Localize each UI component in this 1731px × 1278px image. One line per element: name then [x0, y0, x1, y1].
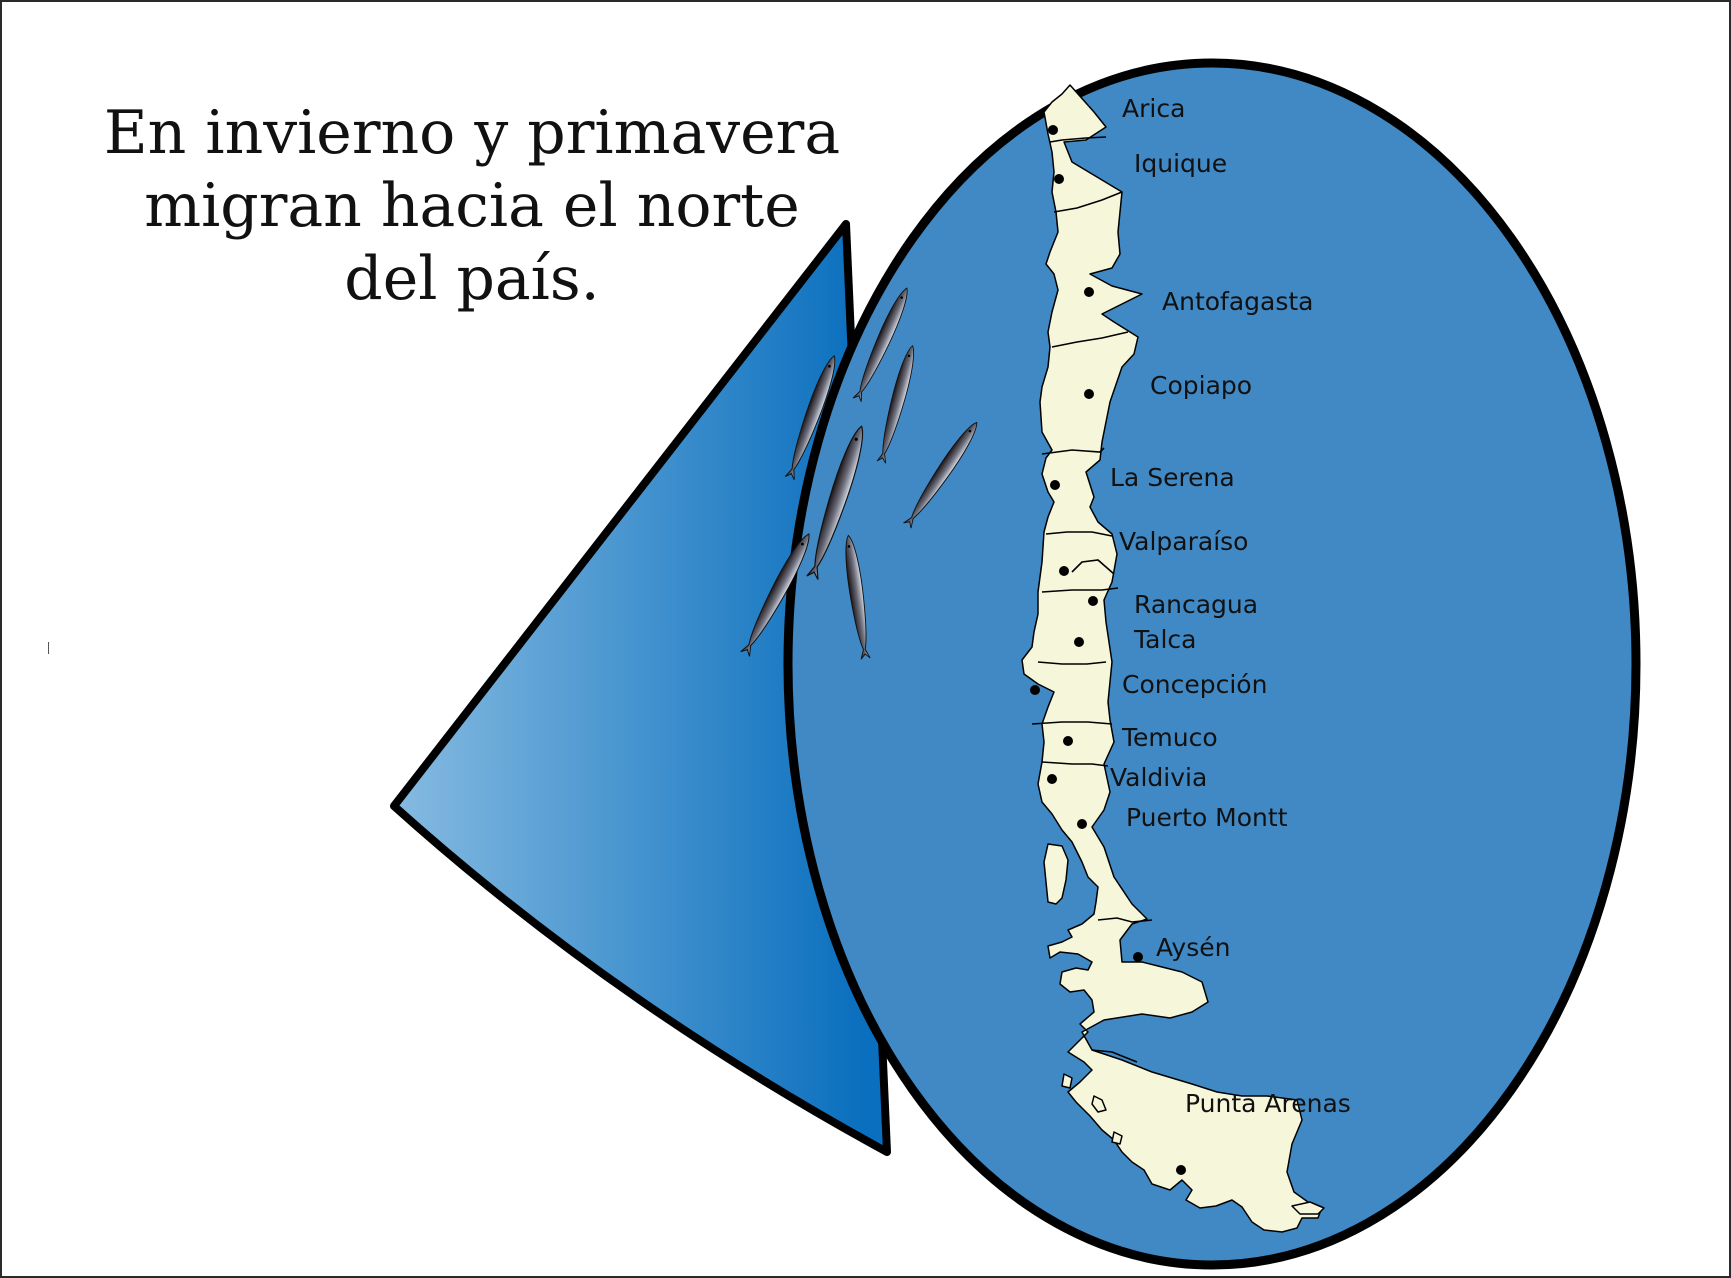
city-talca: Talca	[1074, 625, 1196, 654]
region-border	[1041, 447, 1105, 455]
southern-island	[1111, 1131, 1123, 1145]
city-iquique: Iquique	[1054, 149, 1227, 184]
city-marker-dot	[1088, 596, 1098, 606]
city-label: Puerto Montt	[1126, 803, 1288, 832]
city-label: Antofagasta	[1162, 287, 1314, 316]
region-border	[1045, 531, 1113, 537]
magnifier-cone	[390, 220, 891, 1156]
city-marker-dot	[1030, 685, 1040, 695]
city-label: Concepción	[1122, 670, 1267, 699]
city-markers: Arica Iquique Antofagasta Copiapo La Serena V…	[1030, 94, 1351, 1175]
city-marker-dot	[1050, 480, 1060, 490]
city-label: Valparaíso	[1119, 527, 1248, 556]
region-border	[1097, 917, 1153, 923]
city-valparaiso: Valparaíso	[1059, 527, 1248, 576]
city-marker-dot	[1084, 389, 1094, 399]
city-label: Copiapo	[1150, 371, 1252, 400]
city-marker-dot	[1059, 566, 1069, 576]
city-label: La Serena	[1110, 463, 1235, 492]
city-label: Punta Arenas	[1185, 1089, 1351, 1118]
city-marker-dot	[1048, 125, 1058, 135]
city-label: Rancagua	[1134, 590, 1258, 619]
migration-caption: En invierno y primavera migran hacia el …	[62, 97, 882, 316]
city-arica: Arica	[1048, 94, 1185, 135]
region-border	[1041, 587, 1119, 593]
city-label: Temuco	[1121, 723, 1218, 752]
city-label: Arica	[1122, 94, 1185, 123]
chile-map	[1021, 84, 1325, 1233]
caption-line: En invierno y primavera	[103, 98, 841, 168]
city-punta-arenas: Punta Arenas	[1176, 1089, 1351, 1175]
city-la-serena: La Serena	[1050, 463, 1235, 492]
region-border	[1031, 721, 1113, 725]
region-border	[1041, 761, 1109, 767]
southern-island	[1291, 1201, 1325, 1215]
city-marker-dot	[1077, 819, 1087, 829]
city-copiapo: Copiapo	[1084, 371, 1252, 400]
city-rancagua: Rancagua	[1088, 590, 1258, 619]
city-marker-dot	[1047, 774, 1057, 784]
region-border	[1037, 661, 1107, 665]
southern-island	[1061, 1073, 1073, 1089]
city-puerto-montt: Puerto Montt	[1077, 803, 1288, 832]
caption-line: del país.	[344, 244, 600, 314]
city-marker-dot	[1133, 952, 1143, 962]
city-label: Talca	[1133, 625, 1196, 654]
region-border	[1071, 559, 1115, 575]
chile-mainland	[1021, 84, 1323, 1233]
ocean-ellipse	[783, 58, 1641, 1270]
chiloe-island	[1043, 843, 1069, 905]
southern-island	[1091, 1095, 1107, 1113]
city-marker-dot	[1063, 736, 1073, 746]
stray-mark	[48, 642, 49, 654]
region-borders	[1031, 136, 1153, 1063]
region-border	[1053, 191, 1123, 213]
city-marker-dot	[1074, 637, 1084, 647]
city-label: Aysén	[1156, 933, 1230, 962]
city-marker-dot	[1054, 174, 1064, 184]
city-label: Iquique	[1134, 149, 1227, 178]
city-marker-dot	[1176, 1165, 1186, 1175]
caption-line: migran hacia el norte	[144, 171, 800, 241]
region-border	[1049, 136, 1107, 143]
city-label: Valdivia	[1110, 763, 1207, 792]
city-valdivia: Valdivia	[1047, 763, 1207, 792]
region-border	[1051, 331, 1129, 348]
city-concepcion: Concepción	[1030, 670, 1267, 699]
city-antofagasta: Antofagasta	[1084, 287, 1314, 316]
city-marker-dot	[1084, 287, 1094, 297]
city-aysen: Aysén	[1133, 933, 1230, 962]
city-temuco: Temuco	[1063, 723, 1218, 752]
region-border	[1091, 1049, 1138, 1063]
